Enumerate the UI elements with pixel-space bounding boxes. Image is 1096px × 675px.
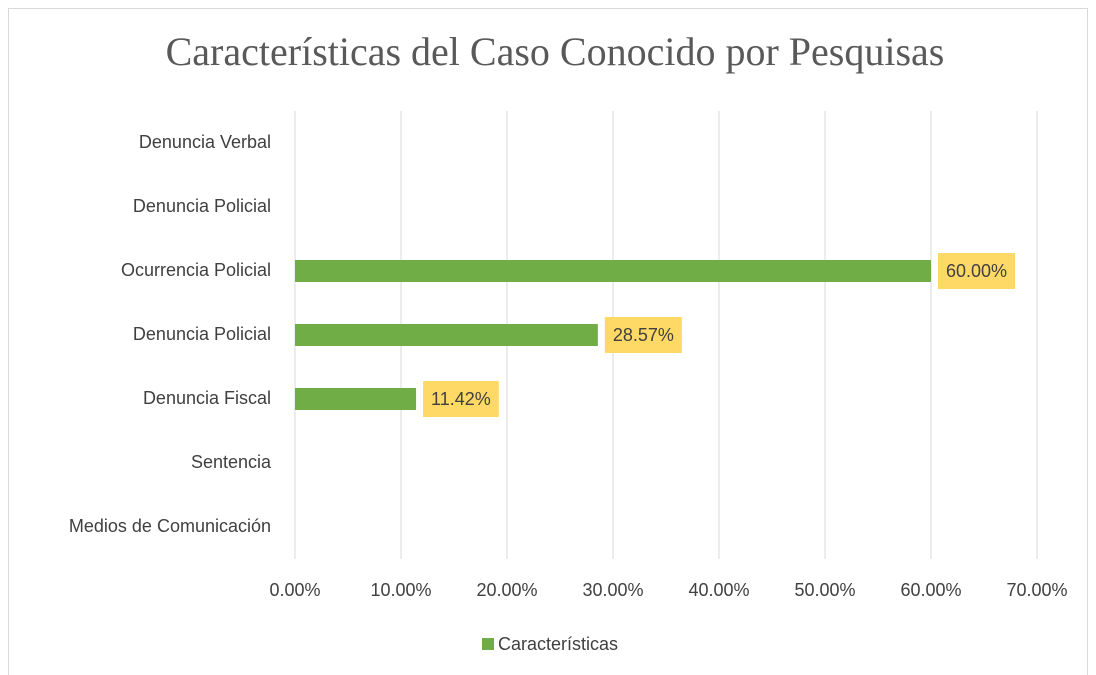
x-tick-label: 70.00% xyxy=(1006,580,1067,600)
data-label: 60.00% xyxy=(946,261,1007,281)
data-label: 28.57% xyxy=(613,325,674,345)
y-tick-label: Sentencia xyxy=(191,452,272,472)
data-label-box xyxy=(423,381,499,417)
x-tick-label: 20.00% xyxy=(476,580,537,600)
x-tick-label: 30.00% xyxy=(582,580,643,600)
y-tick-label: Medios de Comunicación xyxy=(69,516,271,536)
data-label: 11.42% xyxy=(431,389,491,409)
legend-swatch xyxy=(482,638,494,650)
chart-border xyxy=(8,8,1088,675)
bar xyxy=(295,388,417,410)
y-tick-label: Denuncia Verbal xyxy=(139,132,271,152)
x-tick-label: 50.00% xyxy=(794,580,855,600)
chart-title: Características del Caso Conocido por Pe… xyxy=(166,29,945,74)
y-tick-label: Denuncia Policial xyxy=(133,196,271,216)
data-label-box xyxy=(938,253,1016,289)
y-tick-label: Denuncia Policial xyxy=(133,324,271,344)
x-tick-label: 10.00% xyxy=(370,580,431,600)
x-tick-label: 40.00% xyxy=(688,580,749,600)
x-tick-label: 0.00% xyxy=(269,580,320,600)
bar xyxy=(295,260,931,282)
y-tick-label: Ocurrencia Policial xyxy=(121,260,271,280)
x-tick-label: 60.00% xyxy=(900,580,961,600)
bar xyxy=(295,324,598,346)
y-tick-label: Denuncia Fiscal xyxy=(143,388,271,408)
data-label-box xyxy=(604,317,682,353)
legend-label: Características xyxy=(498,634,618,654)
